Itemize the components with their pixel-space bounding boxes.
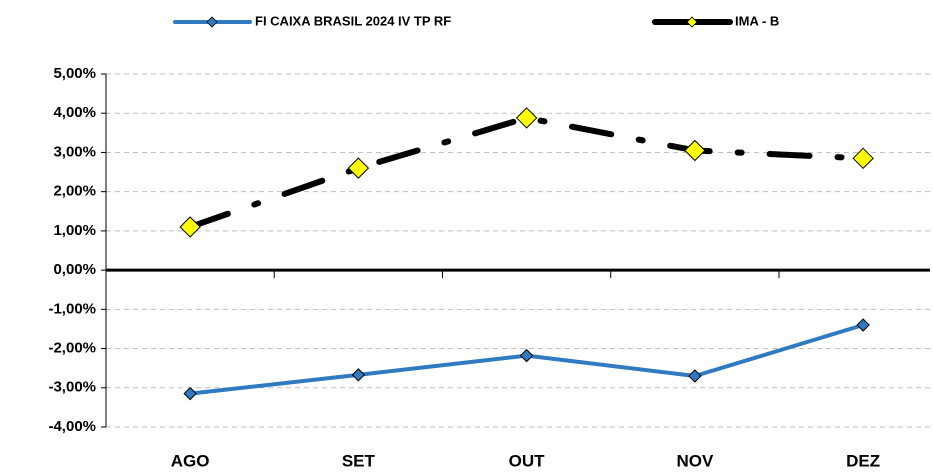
legend-label: IMA - B: [735, 13, 779, 28]
point-marker: [688, 369, 702, 383]
x-tick-label: DEZ: [846, 451, 880, 470]
point-marker: [347, 157, 370, 179]
x-tick-label: AGO: [171, 451, 210, 470]
point-marker: [519, 348, 534, 363]
y-tick-label: -1,00%: [48, 300, 96, 317]
y-tick-label: 4,00%: [53, 104, 96, 121]
point-marker: [852, 147, 874, 170]
point-marker: [515, 107, 538, 129]
x-tick-label: NOV: [676, 451, 714, 470]
point-marker: [856, 318, 870, 332]
y-tick-label: -2,00%: [48, 340, 96, 357]
x-tick-label: SET: [342, 451, 376, 470]
y-tick-label: 0,00%: [53, 261, 96, 278]
y-tick-label: 3,00%: [53, 143, 96, 160]
y-tick-label: 2,00%: [53, 183, 96, 200]
series-line: [187, 114, 867, 230]
point-marker: [351, 368, 366, 382]
point-marker: [179, 216, 201, 238]
y-tick-label: -3,00%: [48, 379, 96, 396]
y-tick-label: -4,00%: [48, 418, 96, 435]
point-marker: [183, 386, 197, 401]
legend-marker: [686, 16, 698, 28]
y-tick-label: 5,00%: [53, 65, 96, 82]
legend-marker: [206, 16, 218, 28]
legend-label: FI CAIXA BRASIL 2024 IV TP RF: [255, 13, 451, 28]
x-tick-label: OUT: [509, 451, 546, 470]
y-tick-label: 1,00%: [53, 222, 96, 239]
point-marker: [684, 139, 706, 162]
